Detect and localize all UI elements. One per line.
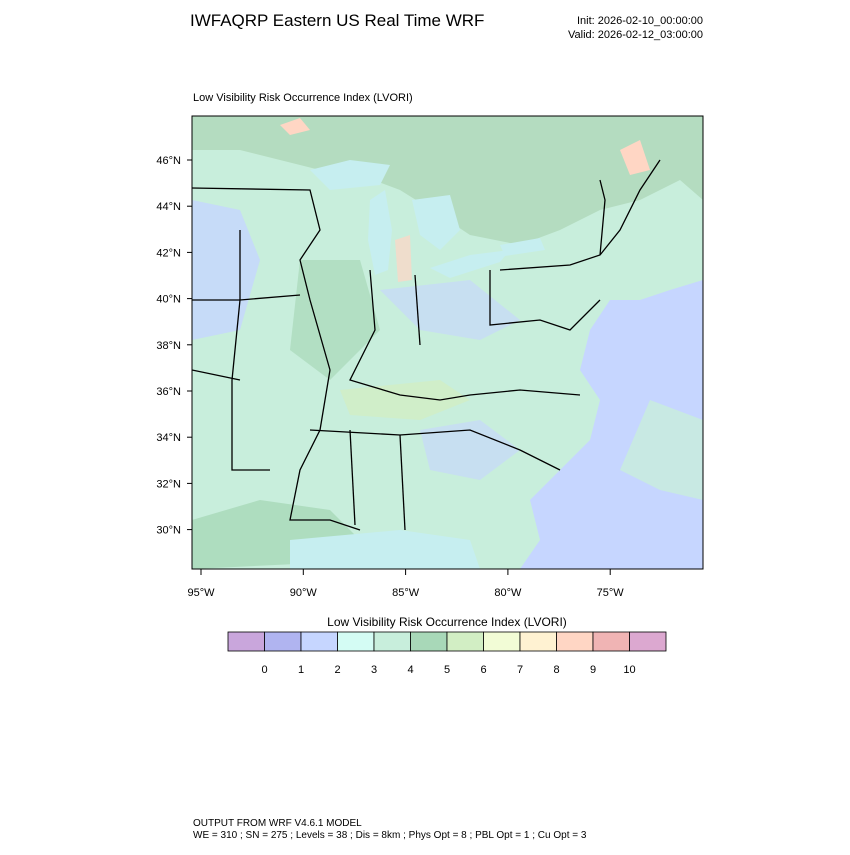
lon-label: 95°W	[187, 587, 215, 599]
colorbar: 0 1 2 3 4 5 6 7 8 9 10	[227, 631, 667, 676]
colorbar-label: 6	[480, 664, 486, 676]
colorbar-label: 7	[517, 664, 523, 676]
colorbar-box	[227, 631, 265, 652]
footer-line: OUTPUT FROM WRF V4.6.1 MODEL	[193, 818, 362, 829]
colorbar-label: 5	[444, 664, 450, 676]
colorbar-label: 4	[407, 664, 413, 676]
colorbar-box	[483, 631, 521, 652]
lat-label: 34°N	[156, 432, 181, 444]
colorbar-label: 8	[553, 664, 559, 676]
colorbar-box	[410, 631, 448, 652]
init-time: Init: 2026-02-10_00:00:00	[577, 15, 703, 27]
lat-label: 38°N	[156, 340, 181, 352]
colorbar-box	[446, 631, 484, 652]
colorbar-box	[519, 631, 557, 652]
colorbar-label: 10	[623, 664, 635, 676]
footer-line: WE = 310 ; SN = 275 ; Levels = 38 ; Dis …	[193, 830, 587, 841]
lon-label: 75°W	[597, 587, 625, 599]
colorbar-box	[264, 631, 302, 652]
colorbar-label: 2	[334, 664, 340, 676]
lat-label: 36°N	[156, 386, 181, 398]
latitude-labels: 46°N 44°N 42°N 40°N 38°N 36°N 34°N 32°N 30°N	[156, 155, 192, 537]
map	[192, 116, 703, 569]
colorbar-box	[373, 631, 411, 652]
lat-label: 44°N	[156, 201, 181, 213]
colorbar-label: 0	[261, 664, 267, 676]
valid-time: Valid: 2026-02-12_03:00:00	[568, 29, 703, 41]
lat-label: 46°N	[156, 155, 181, 167]
page-title: IWFAQRP Eastern US Real Time WRF	[190, 11, 484, 30]
lat-label: 30°N	[156, 525, 181, 537]
lon-label: 90°W	[290, 587, 318, 599]
colorbar-title: Low Visibility Risk Occurrence Index (LV…	[327, 615, 567, 629]
colorbar-box	[629, 631, 667, 652]
colorbar-box	[592, 631, 630, 652]
colorbar-box	[337, 631, 375, 652]
lat-label: 32°N	[156, 478, 181, 490]
map-frame	[191, 115, 704, 570]
colorbar-label: 9	[590, 664, 596, 676]
lat-label: 42°N	[156, 247, 181, 259]
lon-label: 85°W	[392, 587, 420, 599]
colorbar-label: 3	[371, 664, 377, 676]
map-title: Low Visibility Risk Occurrence Index (LV…	[193, 92, 413, 104]
colorbar-box	[556, 631, 594, 652]
colorbar-box	[300, 631, 338, 652]
lat-label: 40°N	[156, 294, 181, 306]
colorbar-label: 1	[298, 664, 304, 676]
longitude-labels: 95°W 90°W 85°W 80°W 75°W	[187, 569, 624, 599]
lon-label: 80°W	[494, 587, 522, 599]
